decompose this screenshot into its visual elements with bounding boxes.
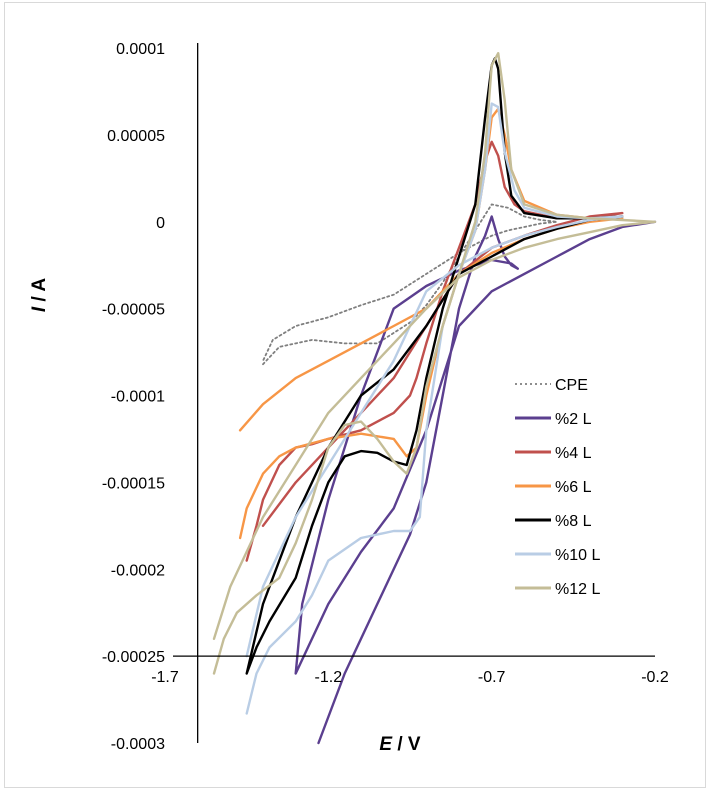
y-tick-label: 0.00005 [107, 128, 165, 145]
y-tick-label: -0.00005 [102, 302, 165, 319]
legend-label-cpe: CPE [555, 377, 588, 394]
series-line-pct12-l [212, 52, 657, 675]
y-tick-label: -0.0003 [111, 736, 165, 753]
y-tick-label: 0.0001 [116, 41, 165, 58]
x-axis-label: E / V [379, 734, 421, 755]
x-tick-label: -1.7 [151, 669, 179, 686]
y-tick-label: -0.00025 [102, 649, 165, 666]
legend: CPE %2 L %4 L %6 L %8 L %10 L %12 L [515, 377, 600, 598]
tick-labels: 0.0001 0.00005 0 -0.00005 -0.0001 -0.00015 -0.… [102, 41, 669, 753]
series-line-cpe [262, 203, 558, 366]
series-line-pct4-l [245, 140, 624, 562]
series-layer [212, 52, 657, 745]
chart-frame: 0.0001 0.00005 0 -0.00005 -0.0001 -0.00015 -0.… [4, 2, 706, 788]
legend-label-pct12-l: %12 L [555, 581, 600, 598]
x-tick-label: -0.7 [478, 669, 506, 686]
series-line-pct8-l [245, 57, 624, 675]
series-line-pct2-l [294, 215, 657, 745]
series-line-pct10-l [245, 102, 624, 715]
y-tick-label: 0 [156, 215, 165, 232]
y-axis-label: I / A [29, 278, 50, 312]
legend-label-pct8-l: %8 L [555, 513, 592, 530]
legend-label-pct10-l: %10 L [555, 547, 600, 564]
y-tick-label: -0.0002 [111, 562, 165, 579]
legend-label-pct2-l: %2 L [555, 411, 592, 428]
axes-layer [173, 43, 655, 743]
x-tick-label: -0.2 [641, 669, 669, 686]
legend-label-pct4-l: %4 L [555, 445, 592, 462]
y-tick-label: -0.0001 [111, 389, 165, 406]
cv-chart: 0.0001 0.00005 0 -0.00005 -0.0001 -0.00015 -0.… [29, 41, 669, 755]
legend-label-pct6-l: %6 L [555, 479, 592, 496]
y-tick-label: -0.00015 [102, 475, 165, 492]
x-tick-label: -1.2 [315, 669, 343, 686]
series-line-pct6-l [238, 107, 624, 540]
